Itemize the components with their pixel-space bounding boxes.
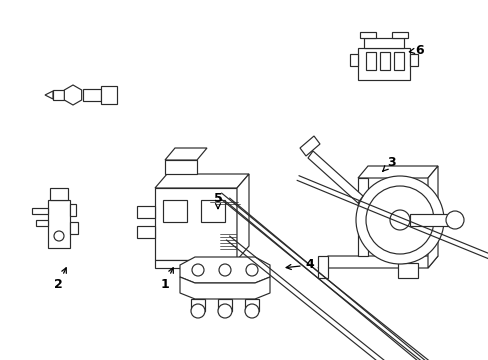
Polygon shape [357,48,409,80]
Bar [393,52,403,70]
Polygon shape [101,86,117,104]
Polygon shape [237,174,248,260]
Circle shape [389,210,409,230]
Text: 6: 6 [408,44,424,57]
Text: 5: 5 [213,192,222,208]
Bar [365,52,375,70]
Circle shape [445,211,463,229]
Polygon shape [36,220,48,226]
Polygon shape [137,206,155,218]
Polygon shape [202,197,209,207]
Polygon shape [191,299,204,311]
Polygon shape [317,256,437,268]
Polygon shape [180,257,269,283]
Text: 2: 2 [54,268,66,292]
Circle shape [192,264,203,276]
Polygon shape [359,32,375,38]
Polygon shape [164,160,197,174]
Polygon shape [155,188,237,260]
Polygon shape [307,151,362,203]
Polygon shape [409,214,454,226]
Polygon shape [377,228,407,248]
Polygon shape [50,188,68,200]
Polygon shape [349,54,357,66]
Polygon shape [391,32,407,38]
Polygon shape [163,200,186,222]
Polygon shape [363,38,403,48]
Circle shape [54,231,64,241]
Circle shape [365,186,433,254]
Text: 1: 1 [160,268,173,292]
Circle shape [355,176,443,264]
Polygon shape [357,166,437,178]
Polygon shape [209,193,238,211]
Polygon shape [70,222,78,234]
Circle shape [245,264,258,276]
Polygon shape [299,136,319,156]
Text: 3: 3 [382,156,395,171]
Polygon shape [409,54,417,66]
Polygon shape [180,277,269,299]
Polygon shape [70,204,76,216]
Circle shape [218,304,231,318]
Polygon shape [223,254,232,264]
Polygon shape [218,299,231,311]
Polygon shape [216,200,240,214]
Circle shape [244,304,259,318]
Polygon shape [244,299,259,311]
Polygon shape [64,85,81,105]
Polygon shape [164,148,206,160]
Polygon shape [137,226,155,238]
Polygon shape [220,232,236,254]
Polygon shape [427,166,437,268]
Circle shape [219,264,230,276]
Circle shape [191,304,204,318]
Polygon shape [32,208,48,214]
Polygon shape [155,174,248,188]
Polygon shape [357,178,367,256]
Polygon shape [155,260,237,268]
Polygon shape [397,263,417,278]
Polygon shape [48,200,70,248]
Polygon shape [45,91,53,99]
Text: 4: 4 [285,258,314,271]
Polygon shape [201,200,224,222]
Polygon shape [215,204,240,232]
Polygon shape [317,256,327,278]
Polygon shape [83,89,101,101]
Polygon shape [53,90,65,100]
Bar [379,52,389,70]
